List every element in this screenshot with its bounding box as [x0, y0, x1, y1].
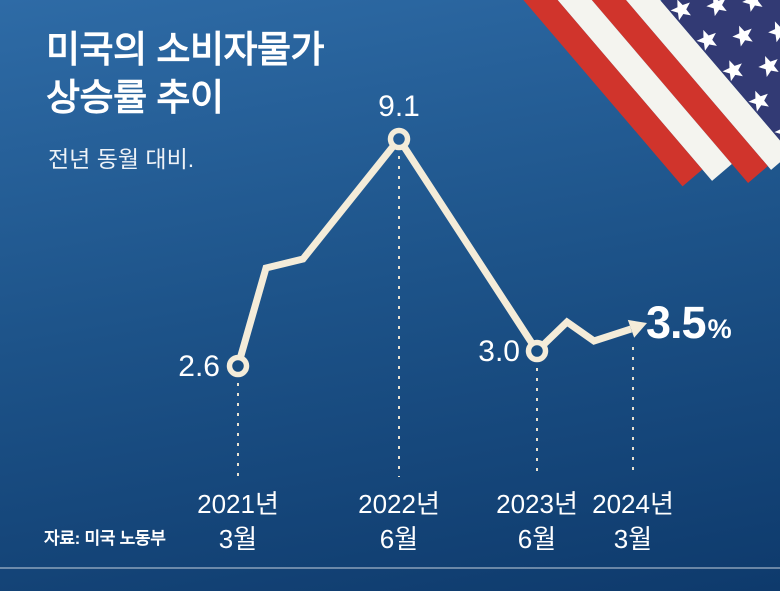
x-axis-label-2021-month: 3월: [218, 524, 258, 554]
x-axis-label-2023: 2023년 6월: [472, 487, 602, 557]
page-title: 미국의 소비자물가 상승률 추이: [46, 26, 325, 122]
trend-arrowhead: [627, 319, 647, 338]
x-axis-label-2022-year: 2022년: [358, 489, 440, 519]
x-axis-label-2024-month: 3월: [613, 524, 653, 554]
x-axis-label-2022: 2022년 6월: [334, 487, 464, 557]
us-flag: [480, 0, 780, 187]
value-label-2022: 9.1: [378, 90, 420, 123]
x-axis-label-2022-month: 6월: [379, 524, 419, 554]
value-label-2024: 3.5 %: [646, 297, 732, 349]
data-point-marker-2021: [226, 354, 250, 378]
x-axis-label-2024: 2024년 3월: [568, 487, 698, 557]
x-axis-label-2024-year: 2024년: [592, 489, 674, 519]
value-label-2023: 3.0: [478, 335, 520, 368]
us-flag-stripe-red: [524, 0, 768, 183]
page-title-line2: 상승률 추이: [46, 77, 224, 118]
x-axis-label-2021: 2021년 3월: [173, 487, 303, 557]
us-flag-stripe-white: [500, 0, 732, 181]
trend-line: [234, 133, 633, 367]
page-title-line1: 미국의 소비자물가: [46, 29, 325, 70]
data-point-marker-2023: [525, 339, 549, 363]
source-note: 자료: 미국 노동부: [44, 529, 166, 548]
data-point-marker-2022: [387, 127, 411, 151]
x-axis-label-2023-year: 2023년: [496, 489, 578, 519]
value-label-2024-number: 3.5: [646, 297, 707, 348]
footer-divider: [0, 567, 780, 569]
x-axis-label-2021-year: 2021년: [197, 489, 279, 519]
us-flag-stripe-white: [543, 0, 780, 170]
us-flag-canton: [660, 0, 780, 154]
dashed-guide-lines: [237, 156, 634, 477]
x-axis-label-2023-month: 6월: [517, 524, 557, 554]
us-flag-stripe-red: [480, 0, 703, 187]
us-flag-fabric: [480, 0, 780, 187]
value-label-2024-unit: %: [707, 314, 732, 344]
chart-subtitle: 전년 동월 대비.: [48, 146, 195, 172]
value-label-2021: 2.6: [178, 350, 220, 383]
